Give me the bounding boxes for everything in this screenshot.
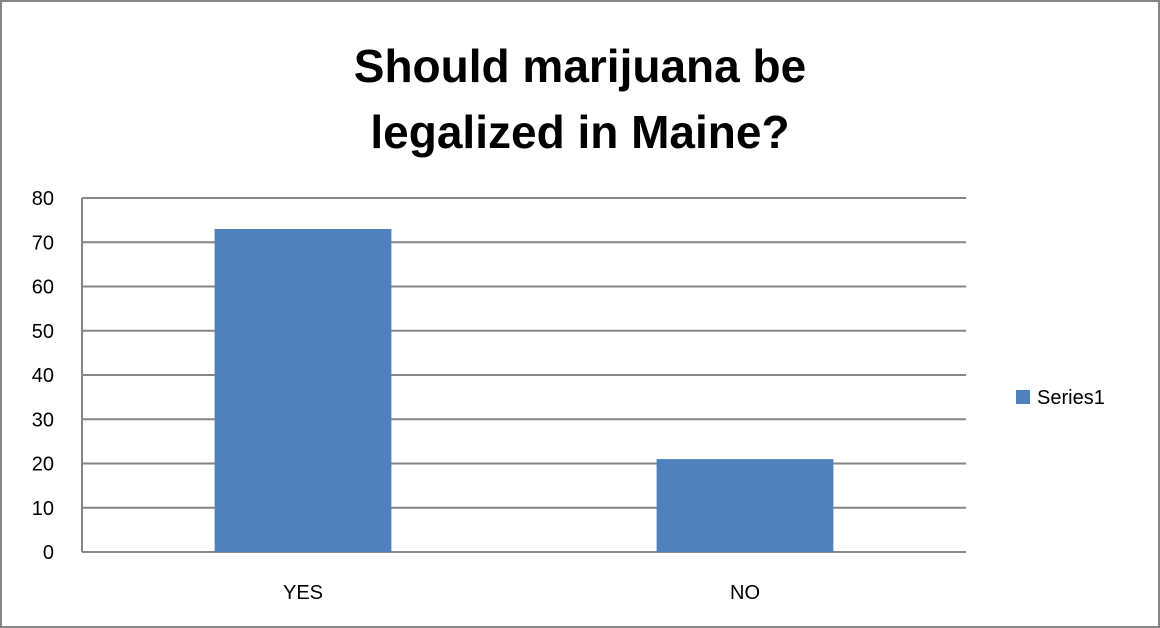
y-tick-label-80: 80 (32, 188, 54, 210)
y-tick-label-10: 10 (32, 498, 54, 520)
x-tick-label-no: NO (730, 582, 760, 604)
bars (214, 228, 834, 552)
y-tick-label-50: 50 (32, 321, 54, 343)
y-tick-label-60: 60 (32, 277, 54, 299)
y-tick-label-20: 20 (32, 454, 54, 476)
x-tick-label-yes: YES (283, 582, 323, 604)
y-tick-label-0: 0 (43, 542, 54, 564)
y-tick-label-70: 70 (32, 232, 54, 254)
chart-title-line-1: Should marijuana be (354, 40, 806, 92)
y-tick-label-40: 40 (32, 365, 54, 387)
bar-no (656, 459, 834, 552)
legend-swatch-series1 (1016, 390, 1030, 404)
legend-label-series1: Series1 (1037, 387, 1105, 409)
y-axis-ticks: 0 10 20 30 40 50 60 70 80 (32, 188, 54, 564)
y-tick-label-30: 30 (32, 409, 54, 431)
legend: Series1 (1016, 387, 1105, 409)
x-axis-ticks: YES NO (283, 582, 760, 604)
chart-title-line-2: legalized in Maine? (370, 106, 789, 158)
bar-yes (214, 228, 392, 552)
chart-title: Should marijuana be legalized in Maine? (354, 40, 806, 158)
